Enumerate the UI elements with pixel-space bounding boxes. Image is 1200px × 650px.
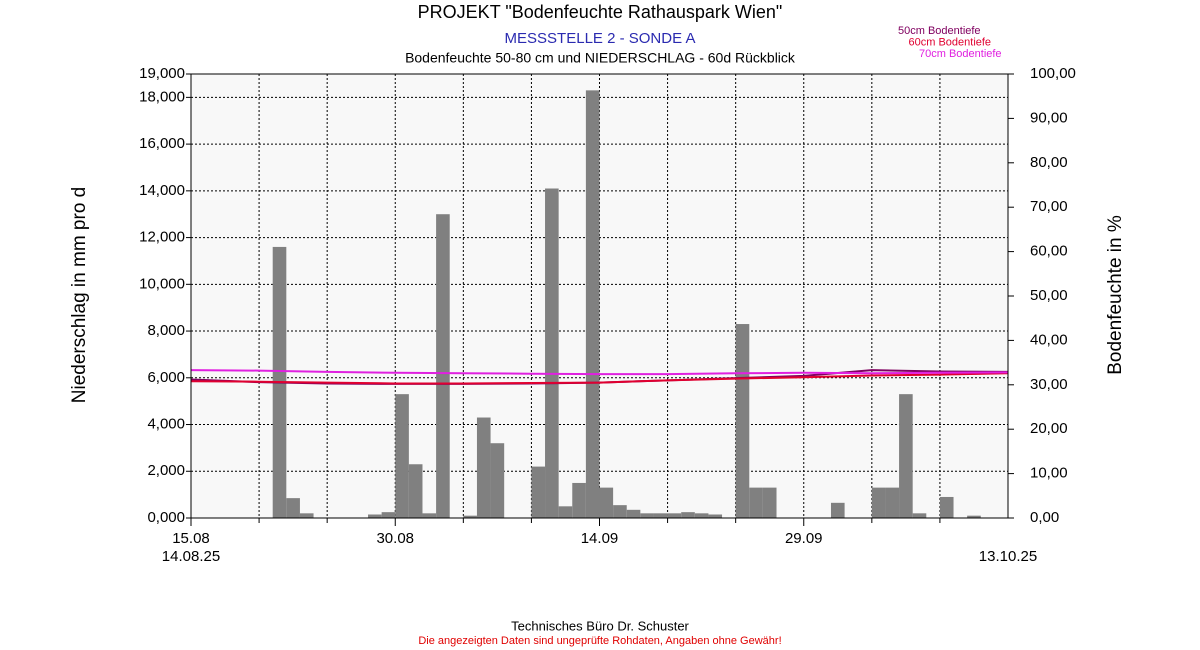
- footer: Technisches Büro Dr. Schuster: [511, 618, 689, 633]
- bar: [545, 188, 559, 519]
- bar: [885, 487, 900, 518]
- line: [190, 372, 1009, 385]
- y2-tick-label: 100,00: [1030, 65, 1076, 82]
- bar: [735, 324, 750, 518]
- bar: [912, 513, 927, 518]
- y2-tick-label: 60,00: [1030, 243, 1068, 260]
- bar: [762, 487, 777, 518]
- y2-axis-label: Bodenfeuchte in %: [1105, 215, 1126, 375]
- bar: [667, 513, 682, 518]
- bar: [830, 502, 845, 518]
- y2-tick-label: 80,00: [1030, 154, 1068, 171]
- legend-entry: 60cm Bodentiefe: [909, 36, 992, 48]
- bar: [708, 514, 723, 518]
- chart-description: Bodenfeuchte 50-80 cm und NIEDERSCHLAG -…: [405, 50, 796, 66]
- y-tick-label: 0,000: [147, 509, 185, 526]
- chart-title: PROJEKT "Bodenfeuchte Rathauspark Wien": [418, 2, 783, 22]
- y-tick-label: 4,000: [147, 415, 185, 432]
- y2-tick-label: 0,00: [1030, 509, 1059, 526]
- y2-tick-label: 10,00: [1030, 465, 1068, 482]
- bar: [531, 466, 546, 518]
- y-tick-label: 14,000: [139, 182, 185, 199]
- disclaimer: Die angezeigten Daten sind ungeprüfte Ro…: [418, 635, 781, 647]
- plot-border: [190, 73, 1009, 519]
- bar: [640, 513, 654, 518]
- y2-tick-label: 40,00: [1030, 331, 1068, 348]
- x-tick-label: 14.09: [581, 530, 619, 547]
- bar: [381, 512, 396, 518]
- bar: [408, 464, 423, 518]
- y2-tick-label: 90,00: [1030, 109, 1068, 126]
- bar: [899, 394, 913, 518]
- y-axis-label: Niederschlag in mm pro d: [69, 187, 90, 403]
- bar: [476, 417, 491, 518]
- legend-entry: 70cm Bodentiefe: [919, 48, 1002, 60]
- y-tick-label: 6,000: [147, 369, 185, 386]
- x-tick-label: 29.09: [785, 530, 823, 547]
- bar: [871, 487, 886, 518]
- y-tick-label: 10,000: [139, 275, 185, 292]
- chart-subtitle: MESSSTELLE 2 - SONDE A: [505, 30, 696, 47]
- y-tick-label: 18,000: [139, 88, 185, 105]
- x-secondary-label: 13.10.25: [979, 548, 1037, 565]
- bar: [694, 513, 709, 518]
- bar: [599, 487, 614, 518]
- bar: [436, 214, 450, 519]
- bar: [613, 505, 627, 518]
- bar: [490, 443, 505, 518]
- line: [190, 369, 1009, 376]
- y2-tick-label: 70,00: [1030, 198, 1068, 215]
- legend-entry: 50cm Bodentiefe: [898, 25, 981, 37]
- y-tick-label: 8,000: [147, 322, 185, 339]
- bar: [749, 487, 763, 518]
- bar: [939, 496, 954, 518]
- y2-tick-label: 50,00: [1030, 287, 1068, 304]
- bar: [395, 394, 409, 518]
- bar: [967, 515, 981, 518]
- y-tick-label: 12,000: [139, 229, 185, 246]
- x-secondary-label: 14.08.25: [162, 548, 220, 565]
- bar: [558, 506, 573, 518]
- bar: [572, 482, 586, 518]
- bar: [422, 513, 437, 518]
- y-tick-label: 16,000: [139, 135, 185, 152]
- bar: [368, 514, 382, 518]
- bar: [653, 513, 668, 518]
- y2-tick-label: 20,00: [1030, 420, 1068, 437]
- bar: [463, 515, 477, 518]
- bar: [626, 509, 641, 518]
- y-tick-label: 19,000: [139, 65, 185, 82]
- bar: [299, 513, 314, 518]
- bar: [585, 90, 600, 518]
- x-tick-label: 30.08: [376, 530, 414, 547]
- x-tick-label: 15.08: [172, 530, 210, 547]
- bar: [286, 498, 300, 518]
- bar: [681, 512, 695, 518]
- y2-tick-label: 30,00: [1030, 376, 1068, 393]
- y-tick-label: 2,000: [147, 462, 185, 479]
